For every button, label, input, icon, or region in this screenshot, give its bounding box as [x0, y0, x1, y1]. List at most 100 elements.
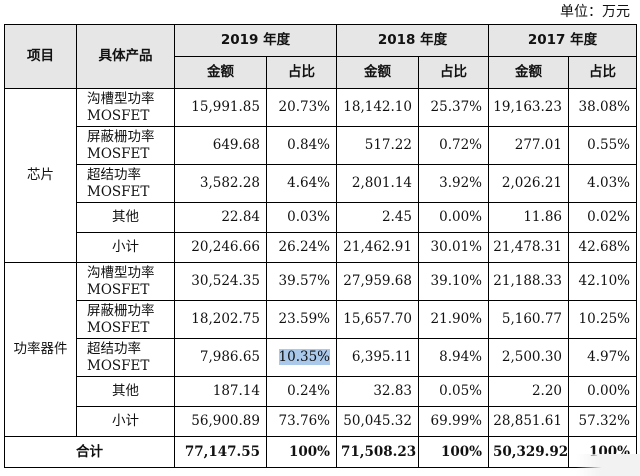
amount-cell: 22.84: [174, 202, 267, 233]
header-year-2018: 2018 年度: [336, 24, 489, 57]
subtotal-row: 小计 56,900.89 73.76% 50,045.32 69.99% 28,…: [5, 406, 637, 437]
product-line: 超结功率: [87, 166, 141, 183]
product-line: 沟槽型功率: [87, 264, 155, 281]
ratio-cell: 0.24%: [266, 376, 337, 407]
amount-cell: 71,508.23: [336, 436, 419, 468]
ratio-cell: 23.59%: [266, 300, 337, 339]
ratio-cell: 39.57%: [266, 262, 337, 301]
header-product: 具体产品: [76, 24, 175, 89]
product-line: MOSFET: [87, 107, 150, 124]
ratio-cell: 0.84%: [266, 126, 337, 165]
amount-cell: 7,986.65: [174, 338, 267, 377]
product-cell: 小计: [76, 232, 175, 263]
header-ratio: 占比: [266, 56, 337, 89]
unit-label: 单位：万元: [560, 4, 630, 20]
amount-cell: 15,991.85: [174, 88, 267, 127]
amount-cell: 15,657.70: [336, 300, 419, 339]
ratio-cell: 30.01%: [418, 232, 489, 263]
amount-cell: 18,142.10: [336, 88, 419, 127]
amount-cell: 18,202.75: [174, 300, 267, 339]
header-year-2019: 2019 年度: [174, 24, 337, 57]
amount-cell: 2,500.30: [488, 338, 569, 377]
amount-cell: 56,900.89: [174, 406, 267, 437]
total-row: 合计 77,147.55 100% 71,508.23 100% 50,329.…: [4, 436, 637, 468]
amount-cell: 2,026.21: [488, 164, 569, 203]
amount-cell: 21,188.33: [488, 262, 569, 301]
ratio-cell: 0.00%: [418, 202, 489, 233]
amount-cell: 2.20: [488, 376, 569, 407]
table-row: 芯片 沟槽型功率 MOSFET 15,991.85 20.73% 18,142.1…: [4, 88, 637, 263]
ratio-cell: 100%: [266, 436, 337, 468]
product-cell: 小计: [76, 406, 175, 437]
product-line: MOSFET: [87, 145, 150, 162]
ratio-cell: 10.25%: [568, 300, 637, 339]
amount-cell: 649.68: [174, 126, 267, 165]
ratio-cell: 3.92%: [418, 164, 489, 203]
amount-cell: 32.83: [336, 376, 419, 407]
table-row: 其他 22.84 0.03% 2.45 0.00% 11.86 0.02%: [5, 202, 637, 233]
header-amount: 金额: [174, 56, 267, 89]
amount-cell: 30,524.35: [174, 262, 267, 301]
amount-cell: 517.22: [336, 126, 419, 165]
ratio-cell: 39.10%: [418, 262, 489, 301]
amount-cell: 3,582.28: [174, 164, 267, 203]
header-row-metrics: 金额 占比 金额 占比 金额 占比: [5, 56, 637, 89]
ratio-cell: 42.10%: [568, 262, 637, 301]
amount-cell: 2,801.14: [336, 164, 419, 203]
table-row: 功率器件 沟槽型功率 MOSFET 30,524.35 39.57% 27,959…: [4, 262, 637, 437]
ratio-cell: 0.00%: [568, 376, 637, 407]
ratio-cell: 0.72%: [418, 126, 489, 165]
ratio-cell: 25.37%: [418, 88, 489, 127]
table-row: 超结功率 MOSFET 3,582.28 4.64% 2,801.14 3.92%…: [5, 164, 637, 203]
selected-text[interactable]: 10.35%: [278, 349, 330, 365]
ratio-cell: 0.03%: [266, 202, 337, 233]
category-cell: 功率器件: [4, 262, 77, 437]
product-line: MOSFET: [87, 357, 150, 374]
header-item: 项目: [4, 24, 77, 89]
table-row: 其他 187.14 0.24% 32.83 0.05% 2.20 0.00%: [5, 376, 637, 407]
ratio-cell: 26.24%: [266, 232, 337, 263]
ratio-cell: 0.55%: [568, 126, 637, 165]
amount-cell: 6,395.11: [336, 338, 419, 377]
product-line: MOSFET: [87, 281, 150, 298]
product-line: 屏蔽栅功率: [87, 302, 155, 319]
ratio-cell-selected[interactable]: 10.35%: [266, 338, 337, 377]
product-cell: 超结功率 MOSFET: [76, 338, 175, 377]
ratio-cell: 4.03%: [568, 164, 637, 203]
product-cell: 其他: [76, 202, 175, 233]
table-row: 屏蔽栅功率 MOSFET 649.68 0.84% 517.22 0.72% 27…: [5, 126, 637, 165]
ratio-cell: 38.08%: [568, 88, 637, 127]
ratio-cell: 21.90%: [418, 300, 489, 339]
amount-cell: 28,851.61: [488, 406, 569, 437]
amount-cell: 21,462.91: [336, 232, 419, 263]
amount-cell: 11.86: [488, 202, 569, 233]
product-cell: 超结功率 MOSFET: [76, 164, 175, 203]
revenue-breakdown-table: 项目 具体产品 2019 年度 2018 年度 2017 年度 金额 占比 金额…: [4, 24, 637, 468]
product-line: MOSFET: [87, 319, 150, 336]
product-line: 超结功率: [87, 340, 141, 357]
amount-cell: 21,478.31: [488, 232, 569, 263]
amount-cell: 187.14: [174, 376, 267, 407]
ratio-cell: 69.99%: [418, 406, 489, 437]
product-cell: 沟槽型功率 MOSFET: [76, 262, 175, 301]
product-cell: 其他: [76, 376, 175, 407]
table-row: 屏蔽栅功率 MOSFET 18,202.75 23.59% 15,657.70 2…: [5, 300, 637, 339]
ratio-cell: 57.32%: [568, 406, 637, 437]
header-amount: 金额: [488, 56, 569, 89]
amount-cell: 77,147.55: [174, 436, 267, 468]
table-row: 超结功率 MOSFET 7,986.65 10.35% 6,395.11 8.94…: [5, 338, 637, 377]
product-cell: 屏蔽栅功率 MOSFET: [76, 126, 175, 165]
header-amount: 金额: [336, 56, 419, 89]
ratio-cell: 73.76%: [266, 406, 337, 437]
product-line: MOSFET: [87, 183, 150, 200]
ratio-cell: 0.05%: [418, 376, 489, 407]
ratio-cell: 20.73%: [266, 88, 337, 127]
amount-cell: 27,959.68: [336, 262, 419, 301]
ratio-cell: 100%: [418, 436, 489, 468]
amount-cell: 5,160.77: [488, 300, 569, 339]
total-label: 合计: [4, 436, 175, 468]
amount-cell: 50,329.92: [488, 436, 569, 468]
ratio-cell: 42.68%: [568, 232, 637, 263]
amount-cell: 277.01: [488, 126, 569, 165]
header-ratio: 占比: [568, 56, 637, 89]
